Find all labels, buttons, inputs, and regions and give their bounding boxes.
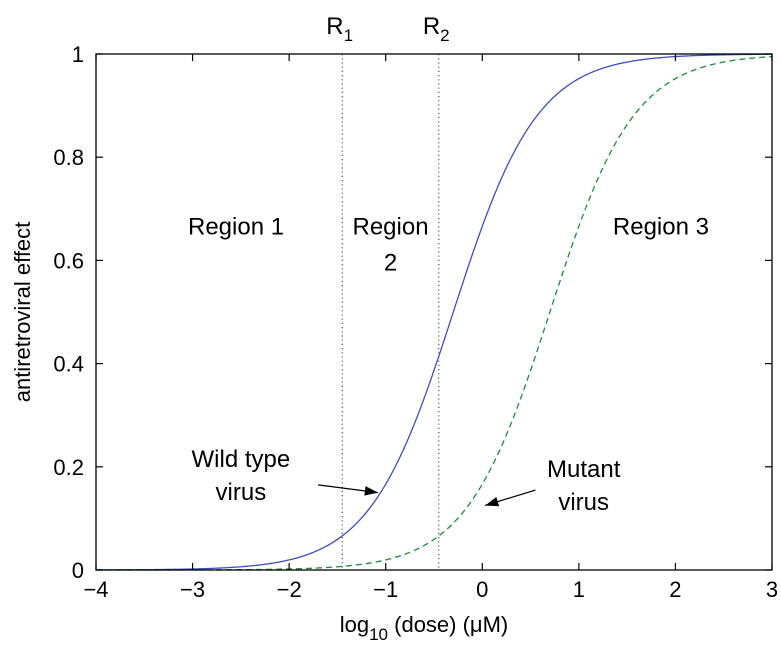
series-line-wild-type xyxy=(95,53,773,571)
y-tick-label: 0.6 xyxy=(53,248,84,273)
y-tick-label: 0 xyxy=(72,558,84,583)
y-axis-label: antiretroviral effect xyxy=(10,222,35,403)
x-tick-label: 0 xyxy=(476,577,488,602)
x-tick-label: 2 xyxy=(669,577,681,602)
axis-ticks xyxy=(95,53,773,571)
annotation-mutant-label: Mutant xyxy=(547,456,621,483)
region-label-2: 2 xyxy=(384,250,397,277)
x-tick-label: 1 xyxy=(573,577,585,602)
y-tick-label: 0.4 xyxy=(53,352,84,377)
vertical-line-label: R2 xyxy=(423,13,450,45)
annotation-wild-type-label: Wild type xyxy=(192,446,291,473)
x-tick-label: −4 xyxy=(83,577,108,602)
annotation-mutant-label: virus xyxy=(558,489,609,516)
y-tick-label: 0.2 xyxy=(53,455,84,480)
region-label-2: Region xyxy=(353,214,429,241)
annotation-mutant-arrowhead xyxy=(485,497,500,507)
annotation-wild-type-arrowhead xyxy=(364,486,378,496)
vertical-line-label: R1 xyxy=(326,13,353,45)
annotation-wild-type-label: virus xyxy=(216,479,267,506)
x-tick-label: −2 xyxy=(277,577,302,602)
plot-frame xyxy=(95,53,773,571)
y-tick-label: 0.8 xyxy=(53,145,84,170)
region-label-3: Region 3 xyxy=(613,214,709,241)
y-tick-label: 1 xyxy=(72,42,84,67)
region-label-1: Region 1 xyxy=(188,214,284,241)
x-tick-label: 3 xyxy=(766,577,778,602)
chart-labels: R1 R2 −4 −3 −2 −1 0 1 2 3 0 0.2 0.4 0.6 0.8 1 Region 1 Re… xyxy=(10,13,778,644)
x-tick-label: −3 xyxy=(180,577,205,602)
x-tick-label: −1 xyxy=(373,577,398,602)
x-axis-label: log10 (dose) (μM) xyxy=(340,612,509,644)
